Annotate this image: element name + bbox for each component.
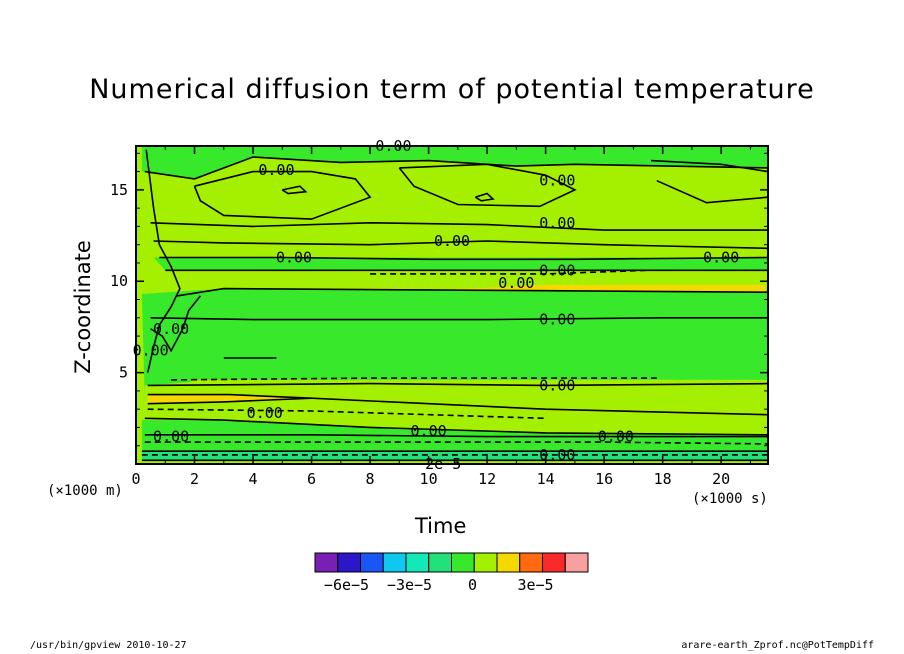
contour-label-2: 0.00 [539,172,575,190]
band-12 [141,451,768,461]
contour-line-27 [474,192,495,202]
band-8 [141,288,768,402]
x-tick-label: 0 [131,470,140,488]
contour-line-25 [150,295,202,353]
chart-title: Numerical diffusion term of potential te… [89,74,815,105]
x-tick-label: 6 [307,470,316,488]
band-9 [144,379,768,435]
colorbar-tick-label: −6e−5 [324,576,369,594]
colorbar-swatch-1 [337,552,361,573]
contour-label-5: 0.00 [276,248,312,266]
contour-lines [141,149,768,462]
x-tick-label: 2 [190,470,199,488]
y-axis-ticks: 5 10 15 [110,152,768,447]
footer-source: arare-earth_Zprof.nc@PotTempDiff [681,640,874,651]
colorbar-tick-label: 0 [468,576,477,594]
x-axis-unit: (×1000 s) [692,491,768,507]
contour-label-7: 0.00 [539,261,575,279]
contour-line-14 [147,382,768,387]
band-0 [141,146,768,179]
contour-line-5 [150,221,768,231]
x-tick-label: 8 [366,470,375,488]
contour-labels: 0.00 0.00 0.00 0.00 0.00 0.00 0.00 0.00 0.00 0.00… [133,137,740,473]
y-tick-label: 15 [110,181,128,199]
x-tick-label: 12 [478,470,496,488]
x-tick-label: 16 [595,470,613,488]
x-tick-label: 14 [537,470,555,488]
colorbar-swatch-3 [382,552,407,573]
contour-line-20 [144,441,768,445]
colorbar-swatch-0 [314,552,339,573]
colorbar-swatch-4 [405,552,430,573]
contour-line-11 [150,316,768,321]
contour-line-4 [656,179,768,204]
contour-label-16: 0.00 [598,428,634,446]
contour-line-2 [398,163,577,208]
colorbar-swatch-10 [542,552,566,573]
contour-line-3 [650,159,768,173]
contour-label-14: 0.00 [411,422,447,440]
x-tick-label: 10 [420,470,438,488]
contour-label-17: 0.00 [539,446,575,464]
plot-frame [135,145,769,465]
y-tick-label: 10 [110,272,128,290]
colorbar: −6e−5 −3e−5 0 3e−5 [314,552,589,594]
band-11 [141,420,768,455]
colorbar-swatch-9 [519,552,543,573]
contour-line-16 [147,397,312,405]
colorbar-swatch-6 [451,552,475,573]
footer-program: /usr/bin/gpview 2010-10-27 [30,640,187,651]
contour-line-1 [193,170,372,220]
colorbar-swatch-2 [360,552,384,573]
colorbar-tick-label: −3e−5 [387,576,432,594]
contour-label-3: 0.00 [539,214,575,232]
x-axis-label: Time [415,514,467,538]
contour-label-8: 0.00 [498,274,534,292]
contour-label-10: 0.00 [153,320,189,338]
y-axis-unit: (×1000 m) [47,483,123,499]
contour-line-19 [144,433,768,438]
colorbar-tick-label: 3e−5 [517,576,553,594]
x-tick-label: 4 [249,470,258,488]
contour-line-7 [159,256,768,261]
colorbar-swatch-7 [473,552,498,573]
contour-line-26 [281,185,308,195]
x-tick-label: 20 [712,470,730,488]
filled-contour-bands [136,146,768,464]
band-5 [153,257,768,271]
contour-label-1: 0.00 [258,161,294,179]
x-axis-ticks: 0 2 4 6 8 10 12 14 16 18 20 [131,146,751,488]
colorbar-swatch-8 [496,552,521,573]
contour-line-13 [171,377,657,381]
contour-line-17 [147,408,546,420]
contour-label-9: 0.00 [539,311,575,329]
contour-line-6 [153,240,768,250]
contour-label-15: 0.00 [153,428,189,446]
contour-line-18 [144,417,768,436]
y-tick-label: 5 [119,364,128,382]
contour-label-13: 0.00 [247,404,283,422]
x-tick-label: 18 [654,470,672,488]
band-4 [141,157,768,258]
contour-label-4: 0.00 [434,232,470,250]
contour-label-11: 0.00 [133,342,169,360]
colorbar-swatch-11 [564,552,589,573]
contour-line-9 [370,269,649,275]
contour-line-10 [176,287,768,297]
contour-label-12: 0.00 [539,376,575,394]
colorbar-swatch-5 [428,552,452,573]
contour-line-24 [145,149,181,373]
contour-label-6: 0.00 [703,248,739,266]
contour-line-0 [144,156,768,180]
